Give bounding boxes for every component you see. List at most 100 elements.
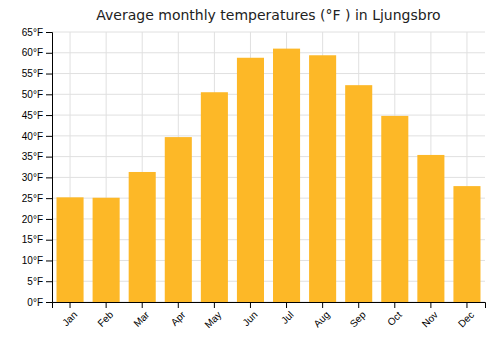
bar [57, 197, 84, 302]
tick-mark [46, 74, 52, 75]
bar [453, 186, 480, 302]
bars [57, 49, 481, 302]
bar [273, 49, 300, 302]
y-axis: 0°F 5°F 10°F 15°F 20°F 25°F 30°F 35°F 40°F 45°F 50… [22, 27, 53, 308]
grid-line-y [52, 73, 485, 74]
tick: 0°F [27, 297, 52, 308]
tick-label: Oct [385, 309, 404, 328]
tick-mark [46, 219, 52, 220]
tick: 65°F [22, 27, 52, 38]
bar [237, 58, 264, 302]
tick-mark [430, 302, 431, 308]
tick-label: Nov [420, 309, 440, 329]
bar [417, 155, 444, 302]
tick-label: 50°F [22, 89, 43, 100]
grid [52, 32, 485, 302]
tick-label: 20°F [22, 214, 43, 225]
grid-line-y [52, 135, 485, 136]
tick-mark [46, 302, 52, 303]
bar [201, 92, 228, 302]
tick: Sep [348, 302, 369, 329]
tick-mark [250, 302, 251, 308]
tick-mark [46, 198, 52, 199]
tick: Dec [456, 302, 476, 329]
tick-label: 30°F [22, 172, 43, 183]
tick: 45°F [22, 110, 52, 121]
x-axis: Jan Feb Mar Apr May Jun Jul Aug Sep Oct Nov Dec [53, 302, 486, 330]
tick: 60°F [22, 47, 52, 58]
axis-line [46, 33, 53, 303]
tick-mark [46, 157, 52, 158]
tick-label: May [202, 309, 223, 330]
tick-label: 35°F [22, 151, 43, 162]
tick-label: Jan [60, 309, 79, 328]
tick-mark [322, 302, 323, 308]
tick: 20°F [22, 214, 52, 225]
chart: 0°F 5°F 10°F 15°F 20°F 25°F 30°F 35°F 40°F 45°F 50… [0, 0, 500, 350]
tick-label: Aug [311, 309, 331, 329]
axis-line [53, 303, 486, 309]
tick-label: Jul [279, 309, 296, 326]
tick-mark [70, 302, 71, 308]
tick-label: Mar [131, 309, 151, 329]
tick: 15°F [22, 234, 52, 245]
tick: 55°F [22, 68, 52, 79]
tick-label: Sep [348, 309, 369, 330]
bar [309, 55, 336, 302]
tick-mark [358, 302, 359, 308]
tick-label: Apr [169, 309, 188, 328]
tick-mark [466, 302, 467, 308]
tick-mark [46, 115, 52, 116]
tick-mark [46, 94, 52, 95]
bar [129, 172, 156, 302]
grid-line-y [52, 32, 485, 33]
tick: Apr [169, 302, 188, 328]
tick: 30°F [22, 172, 52, 183]
tick-mark [286, 302, 287, 308]
tick-label: 0°F [27, 297, 43, 308]
grid-line-y [52, 94, 485, 95]
tick-label: Feb [95, 309, 115, 329]
tick-mark [394, 302, 395, 308]
tick: 25°F [22, 193, 52, 204]
tick-label: 25°F [22, 193, 43, 204]
tick-mark [106, 302, 107, 308]
tick-mark [46, 260, 52, 261]
tick-label: 10°F [22, 255, 43, 266]
tick: 40°F [22, 131, 52, 142]
tick-label: 45°F [22, 110, 43, 121]
tick: Mar [131, 302, 151, 329]
tick: Nov [420, 302, 440, 329]
tick-mark [46, 136, 52, 137]
tick-label: 15°F [22, 234, 43, 245]
tick: Feb [95, 302, 115, 329]
tick: Jul [279, 302, 296, 326]
bar [381, 116, 408, 302]
grid-line-y [52, 52, 485, 53]
tick-label: 5°F [27, 276, 43, 287]
tick: Jun [240, 302, 259, 328]
tick-label: 55°F [22, 68, 43, 79]
bar [345, 85, 372, 302]
tick-mark [46, 177, 52, 178]
tick-mark [46, 281, 52, 282]
tick: Jan [60, 302, 79, 328]
bar [93, 198, 120, 302]
title: Average monthly temperatures (°F ) in Lj… [96, 7, 440, 23]
tick: 10°F [22, 255, 52, 266]
tick-mark [46, 53, 52, 54]
tick-label: Dec [456, 309, 476, 329]
tick-mark [46, 240, 52, 241]
tick: Oct [385, 302, 404, 328]
tick: 5°F [27, 276, 52, 287]
tick-label: Jun [240, 309, 259, 328]
tick: 50°F [22, 89, 52, 100]
tick-mark [142, 302, 143, 308]
tick-label: 65°F [22, 27, 43, 38]
tick-label: 40°F [22, 131, 43, 142]
tick-label: 60°F [22, 47, 43, 58]
tick: May [202, 302, 223, 330]
tick-mark [46, 32, 52, 33]
bar [165, 137, 192, 302]
tick: Aug [311, 302, 331, 329]
